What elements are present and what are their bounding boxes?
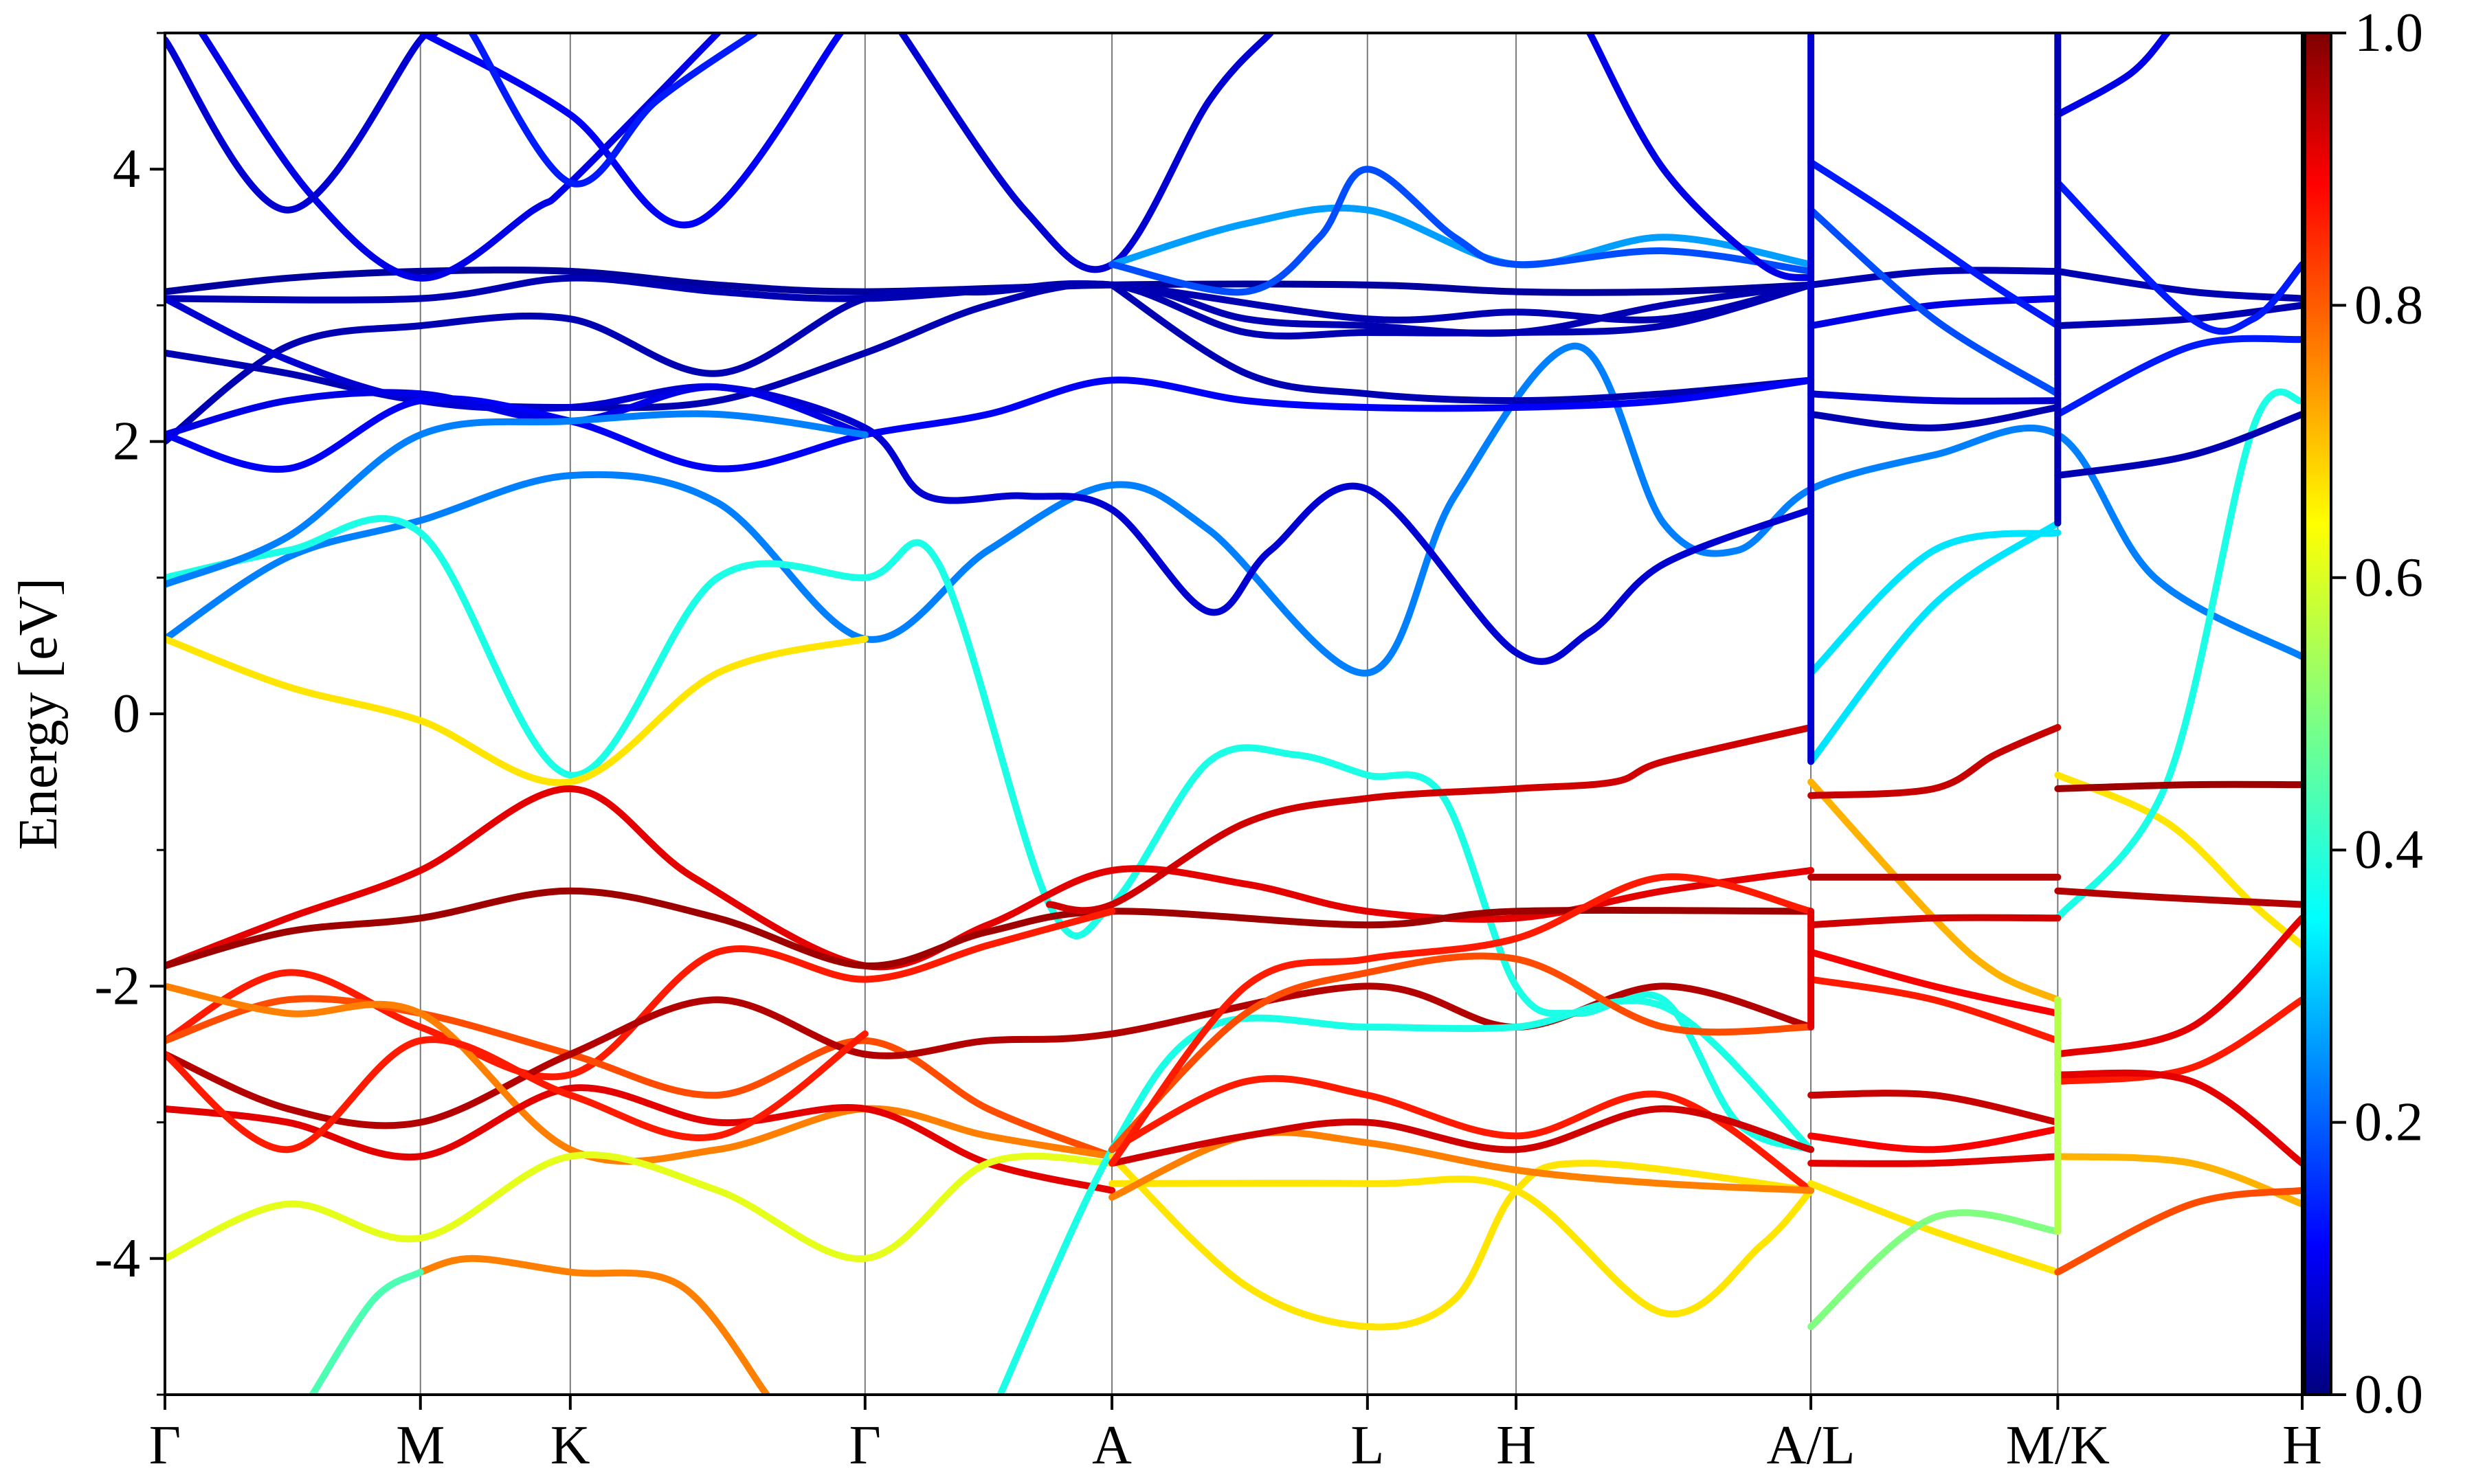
band-36 [1807, 1180, 2062, 1276]
band-34 [1807, 1125, 2062, 1154]
band-19 [309, 1268, 424, 1395]
band-53 [165, 410, 869, 588]
band-52 [165, 383, 869, 438]
y-axis: 4 2 0 -2 -4 [94, 32, 165, 1396]
x-tick-label-6: H [1496, 1415, 1536, 1476]
band-18 [416, 1255, 770, 1395]
x-axis: Γ M K Γ A L H A/L M/K H [149, 1395, 2322, 1476]
y-tick-label-2: 0 [113, 684, 140, 744]
x-tick-label-2: K [550, 1415, 590, 1476]
band-48 [1108, 281, 1815, 405]
band-57 [468, 33, 758, 188]
band-64 [1807, 159, 2062, 330]
band-6 [2054, 772, 2302, 949]
band-58 [898, 33, 1274, 273]
colorbar [2304, 32, 2332, 1396]
band-51 [165, 376, 1815, 473]
band-22 [1108, 1176, 1815, 1318]
band-70 [2054, 179, 2302, 335]
band-4 [1807, 519, 2062, 765]
band-66 [1807, 390, 2062, 405]
band-59 [1108, 204, 1815, 269]
band-65 [1807, 206, 2062, 398]
band-26 [1108, 952, 1815, 1154]
band-62 [1807, 295, 2062, 330]
colorbar-tick-label-2: 0.4 [2354, 820, 2423, 880]
y-tick-label-4: -4 [94, 1228, 140, 1289]
band-25 [1108, 1105, 1815, 1167]
band-72 [2054, 411, 2302, 480]
band-0 [165, 342, 2302, 677]
band-8 [165, 785, 1815, 971]
band-10 [1045, 723, 1815, 914]
colorbar-tick-label-1: 0.2 [2354, 1092, 2423, 1153]
band-3 [1807, 529, 2062, 677]
band-31 [1807, 948, 2062, 1017]
x-tick-label-8: M/K [2006, 1415, 2110, 1476]
x-tick-label-5: L [1350, 1415, 1384, 1476]
band-71 [2054, 335, 2302, 418]
band-33 [1807, 1090, 2062, 1126]
band-42 [2054, 1069, 2302, 1167]
band-40 [2054, 914, 2302, 1058]
x-tick-label-3: Γ [849, 1415, 881, 1476]
band-30 [1807, 914, 2062, 929]
band-39 [2054, 887, 2302, 908]
band-28 [1807, 723, 2062, 799]
band-60 [1108, 166, 1815, 296]
y-axis-label: Energy [eV] [8, 578, 69, 850]
bands [165, 33, 2302, 1395]
plot-background [165, 33, 2302, 1395]
band-17 [165, 1151, 1116, 1263]
band-1 [165, 515, 1815, 1154]
band-7 [2054, 388, 2302, 922]
y-tick-label-0: 4 [113, 139, 140, 199]
band-38 [2054, 780, 2302, 792]
colorbar-tick-label-5: 1.0 [2354, 3, 2423, 63]
band-56 [419, 33, 844, 229]
y-tick-label-1: 2 [113, 412, 140, 472]
band-27 [1108, 873, 1815, 1167]
band-41 [2054, 996, 2302, 1086]
band-61 [1586, 33, 1815, 282]
band-73 [2054, 33, 2171, 118]
band-67 [1807, 404, 2062, 431]
band-63 [1807, 267, 2062, 289]
band-12 [165, 995, 1116, 1160]
x-tick-label-0: Γ [149, 1415, 181, 1476]
band-16 [165, 1030, 869, 1154]
band-47 [165, 280, 1815, 445]
band-23 [1108, 1075, 1815, 1194]
band-21 [1108, 1153, 1815, 1331]
band-2 [165, 636, 869, 787]
x-tick-label-4: A [1092, 1415, 1132, 1476]
x-tick-label-7: A/L [1767, 1415, 1855, 1476]
band-55 [165, 33, 439, 214]
band-37 [1807, 1209, 2062, 1330]
band-35 [1807, 1153, 2062, 1167]
colorbar-tick-label-4: 0.8 [2354, 275, 2423, 335]
y-tick-label-3: -2 [94, 956, 140, 1016]
band-15 [165, 1084, 1116, 1194]
colorbar-tick-label-3: 0.6 [2354, 548, 2423, 608]
x-tick-label-1: M [396, 1415, 445, 1476]
band-44 [2054, 1187, 2302, 1276]
colorbar-axis: 0.0 0.2 0.4 0.6 0.8 1.0 [2331, 3, 2423, 1425]
band-9 [165, 887, 1815, 969]
band-5 [1807, 778, 2062, 1004]
colorbar-tick-label-0: 0.0 [2354, 1364, 2423, 1425]
band-32 [1807, 976, 2062, 1044]
band-20 [996, 997, 1815, 1395]
x-tick-label-9: H [2282, 1415, 2322, 1476]
